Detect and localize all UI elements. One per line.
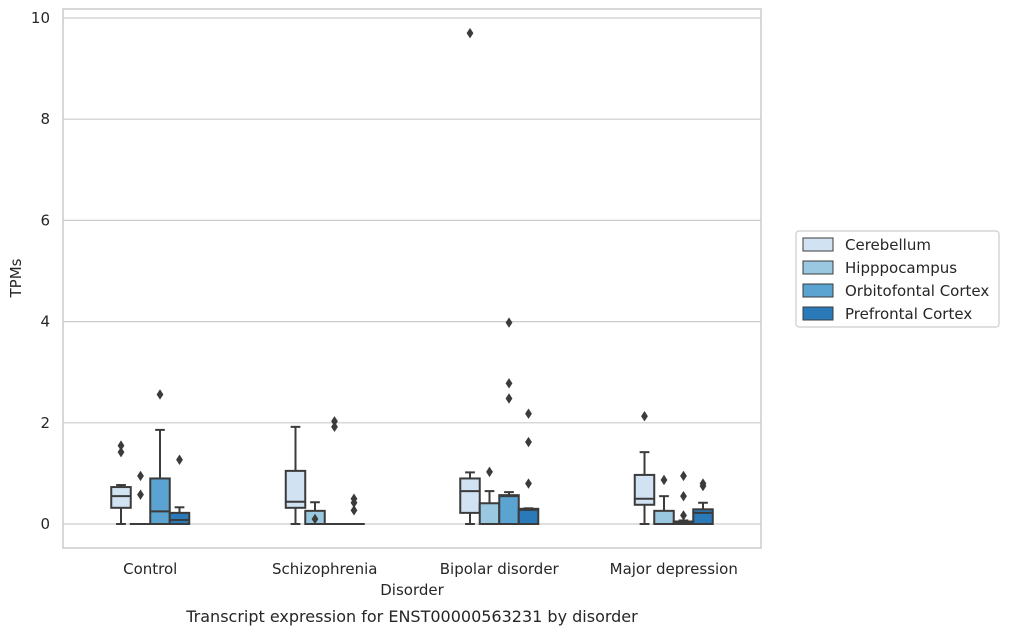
outlier-point [311, 513, 319, 525]
box-hipppocampus [304, 501, 326, 525]
x-tick-label: Schizophrenia [272, 560, 377, 578]
box-hipppocampus [129, 470, 152, 526]
legend-label: Cerebellum [845, 236, 931, 254]
legend-swatch [802, 260, 834, 275]
outlier-point [505, 393, 513, 404]
box-iqr [168, 511, 191, 525]
figure-caption: Transcript expression for ENST0000056323… [185, 607, 638, 626]
legend-swatch [802, 237, 834, 252]
outlier-point [641, 411, 648, 422]
box-iqr [110, 486, 132, 509]
outlier-point [486, 466, 493, 478]
legend-frame [795, 230, 1000, 328]
outlier-point [525, 408, 532, 419]
legend-swatch [802, 306, 834, 321]
box-prefrontal-cortex [168, 454, 191, 525]
box-orbitofontal-cortex [323, 416, 346, 526]
x-tick-label: Bipolar disorder [440, 560, 560, 578]
outlier-point [505, 317, 513, 328]
outlier-point [137, 489, 144, 500]
outlier-point [176, 454, 183, 465]
legend-label: Orbitofontal Cortex [845, 282, 989, 300]
box-iqr [653, 509, 675, 525]
y-axis-label: TPMs [7, 258, 25, 298]
x-tick-label: Control [123, 560, 177, 578]
y-tick-label: 2 [40, 414, 50, 432]
x-tick-label: Major depression [610, 560, 738, 578]
box-iqr [633, 473, 656, 506]
box-iqr [478, 502, 501, 525]
outlier-point [331, 416, 338, 427]
box-prefrontal-cortex [343, 493, 365, 526]
outlier-point [137, 470, 144, 482]
box-orbitofontal-cortex [498, 317, 520, 525]
y-tick-labels: 0 2 4 6 8 10 [31, 9, 50, 533]
x-axis-label: Disorder [380, 581, 444, 599]
box-cerebellum [459, 27, 481, 525]
box-cerebellum [110, 440, 132, 525]
outlier-point [525, 436, 532, 448]
outlier-point [680, 510, 687, 521]
box-cerebellum [284, 425, 307, 525]
x-tick-labels: Control Schizophrenia Bipolar disorder Majo… [123, 560, 738, 578]
box-iqr [517, 507, 540, 526]
outlier-point [680, 490, 687, 502]
outlier-point [156, 389, 164, 400]
legend-label: Hipppocampus [845, 259, 957, 277]
box-orbitofontal-cortex [149, 389, 171, 525]
legend: Cerebellum Hipppocampus Orbitofontal Corte… [795, 230, 1000, 328]
box-iqr [459, 477, 481, 514]
box-prefrontal-cortex [692, 478, 714, 525]
box-cerebellum [633, 411, 656, 525]
legend-swatch [802, 283, 834, 298]
outlier-point [660, 474, 668, 486]
box-prefrontal-cortex [517, 408, 540, 526]
outlier-point [466, 27, 474, 39]
box-hipppocampus [653, 474, 675, 525]
outlier-point [680, 470, 687, 482]
box-iqr [149, 477, 171, 525]
outlier-point [699, 478, 707, 489]
outlier-point [331, 421, 338, 433]
y-tick-label: 8 [40, 110, 50, 128]
y-tick-label: 10 [31, 9, 50, 27]
outlier-point [350, 493, 358, 504]
outlier-point [505, 378, 513, 389]
plot-area [63, 9, 761, 548]
y-tick-label: 4 [40, 313, 50, 331]
box-iqr [284, 469, 307, 509]
box-iqr [692, 508, 714, 525]
outlier-point [117, 440, 125, 451]
plot-frame [62, 8, 762, 549]
outlier-point [525, 478, 532, 489]
box-iqr [498, 494, 520, 525]
y-tick-label: 0 [40, 515, 50, 533]
y-tick-label: 6 [40, 211, 50, 229]
outlier-point [117, 446, 125, 458]
box-groups [110, 27, 714, 526]
outlier-point [350, 505, 358, 516]
legend-label: Prefrontal Cortex [845, 305, 972, 323]
